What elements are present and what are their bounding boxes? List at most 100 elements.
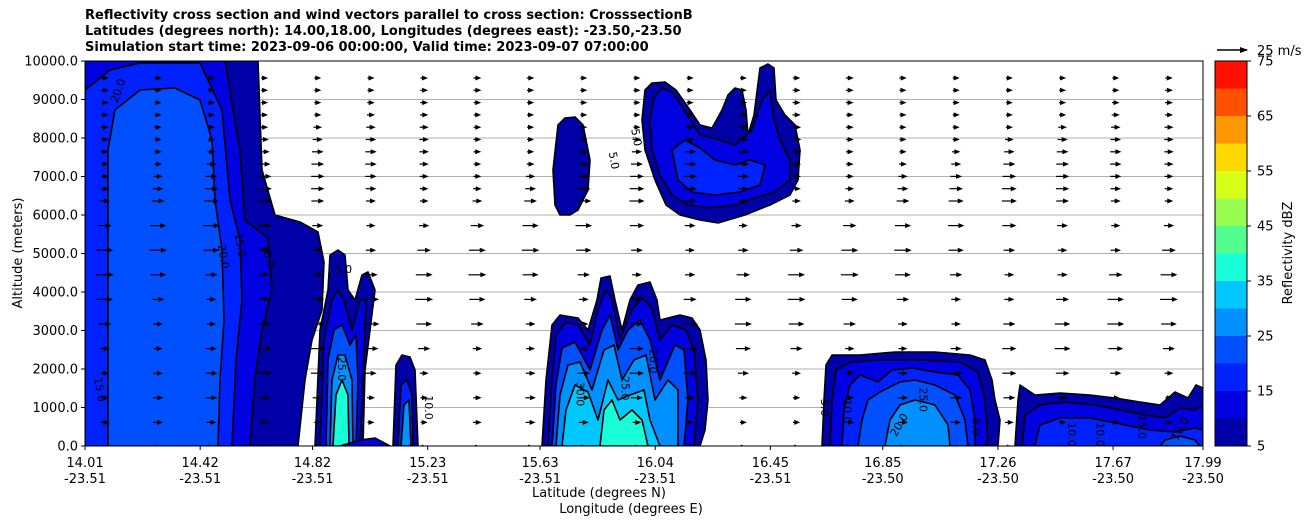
wind-vector-head bbox=[475, 161, 482, 167]
wind-vector-head bbox=[475, 124, 482, 130]
wind-vector-head bbox=[1166, 87, 1173, 93]
wind-vector-head bbox=[424, 247, 431, 253]
colorbar-segment bbox=[1215, 336, 1247, 364]
wind-vector-head bbox=[953, 75, 960, 81]
contour-label: 10.0 bbox=[422, 395, 435, 420]
x-tick-label-lon: -23.51 bbox=[179, 472, 221, 487]
x-tick-label-lon: -23.50 bbox=[977, 472, 1019, 487]
contour-label: 5.0 bbox=[606, 151, 622, 170]
wind-vector-head bbox=[316, 272, 323, 278]
wind-vector-head bbox=[582, 419, 589, 425]
wind-vector-head bbox=[208, 112, 215, 118]
wind-vector-head bbox=[1166, 75, 1173, 81]
wind-vector-head bbox=[795, 124, 802, 130]
wind-vector-head bbox=[1113, 75, 1120, 81]
wind-vector-head bbox=[475, 149, 482, 155]
wind-vector-head bbox=[102, 173, 109, 179]
wind-vector-head bbox=[901, 370, 908, 376]
x-tick-label-lon: -23.51 bbox=[64, 472, 106, 487]
wind-vector-head bbox=[208, 87, 215, 93]
wind-vector-head bbox=[1009, 247, 1016, 253]
wind-vector-head bbox=[370, 173, 377, 179]
wind-vector-head bbox=[1061, 272, 1068, 278]
wind-vector-head bbox=[798, 321, 805, 327]
contour-region bbox=[884, 399, 951, 446]
wind-vector-head bbox=[1167, 186, 1174, 192]
wind-vector-head bbox=[636, 296, 643, 302]
wind-vector-head bbox=[422, 124, 429, 130]
wind-vector-head bbox=[262, 87, 269, 93]
wind-vector-head bbox=[480, 272, 487, 278]
contour-region bbox=[1034, 417, 1203, 446]
wind-vector-head bbox=[955, 346, 962, 352]
wind-key-label: 25 m/s bbox=[1257, 44, 1302, 59]
wind-vector-head bbox=[427, 296, 434, 302]
wind-vector-head bbox=[422, 198, 429, 204]
wind-vector-head bbox=[636, 395, 643, 401]
y-tick-label: 0.0 bbox=[57, 440, 78, 455]
wind-vector-head bbox=[690, 296, 697, 302]
y-tick-label: 9000.0 bbox=[33, 93, 79, 108]
wind-vector-head bbox=[1061, 395, 1068, 401]
title-line-1: Reflectivity cross section and wind vect… bbox=[85, 8, 693, 23]
wind-vector-head bbox=[315, 87, 322, 93]
wind-vector-head bbox=[799, 296, 806, 302]
wind-vector-head bbox=[1170, 321, 1177, 327]
wind-vector-head bbox=[1166, 395, 1173, 401]
wind-vector-head bbox=[689, 395, 696, 401]
wind-vector-head bbox=[107, 296, 114, 302]
wind-vector-head bbox=[1168, 223, 1175, 229]
wind-vector-head bbox=[1113, 87, 1120, 93]
wind-vector-head bbox=[581, 137, 588, 142]
wind-vector-head bbox=[847, 370, 854, 376]
wind-vector-head bbox=[160, 247, 167, 253]
wind-vector-head bbox=[1118, 321, 1125, 327]
wind-vector-head bbox=[687, 75, 694, 81]
wind-vector-head bbox=[421, 395, 428, 401]
wind-vector-head bbox=[155, 137, 162, 142]
wind-vector-head bbox=[1115, 186, 1122, 192]
wind-vector-head bbox=[634, 75, 641, 81]
x-tick-label-lon: -23.51 bbox=[292, 472, 334, 487]
wind-vector-head bbox=[638, 223, 645, 229]
wind-vector-head bbox=[210, 346, 217, 352]
wind-vector-head bbox=[528, 112, 535, 118]
wind-vector-head bbox=[900, 100, 907, 106]
wind-vector-head bbox=[957, 247, 964, 253]
wind-vector-head bbox=[744, 272, 751, 278]
wind-vector-head bbox=[1113, 112, 1120, 118]
wind-vector-head bbox=[157, 370, 164, 376]
wind-vector-head bbox=[263, 149, 270, 155]
wind-vector-head bbox=[794, 75, 801, 81]
wind-vector-head bbox=[956, 395, 963, 401]
contour-region bbox=[339, 437, 391, 446]
wind-vector-head bbox=[1115, 370, 1122, 376]
wind-vector-head bbox=[743, 149, 750, 155]
contour-label: 15.0 bbox=[91, 376, 108, 402]
wind-vector-head bbox=[422, 87, 429, 93]
colorbar-label: Reflectivity dBZ bbox=[1281, 202, 1296, 305]
wind-vector-head bbox=[1117, 346, 1124, 352]
wind-vector-head bbox=[691, 370, 698, 376]
wind-vector-head bbox=[156, 161, 163, 167]
wind-vector-head bbox=[528, 161, 535, 167]
wind-vector-head bbox=[1060, 100, 1067, 106]
wind-vector-head bbox=[105, 321, 112, 327]
wind-vector-head bbox=[743, 370, 750, 376]
wind-vector-head bbox=[422, 100, 429, 106]
wind-vector-head bbox=[369, 112, 376, 118]
wind-vector-head bbox=[475, 75, 482, 81]
wind-vector-head bbox=[264, 395, 271, 401]
wind-vector-head bbox=[689, 137, 696, 142]
colorbar-segment bbox=[1215, 61, 1247, 89]
wind-vector-head bbox=[316, 395, 323, 401]
wind-vector-head bbox=[155, 149, 162, 155]
wind-vector-head bbox=[635, 272, 642, 278]
x-tick-label-lon: -23.50 bbox=[1182, 472, 1224, 487]
wind-vector-head bbox=[1116, 272, 1123, 278]
contour-region bbox=[332, 379, 350, 446]
wind-vector-head bbox=[901, 173, 908, 179]
wind-vector-head bbox=[687, 112, 694, 118]
x-tick-label-lat: 17.99 bbox=[1184, 456, 1221, 471]
